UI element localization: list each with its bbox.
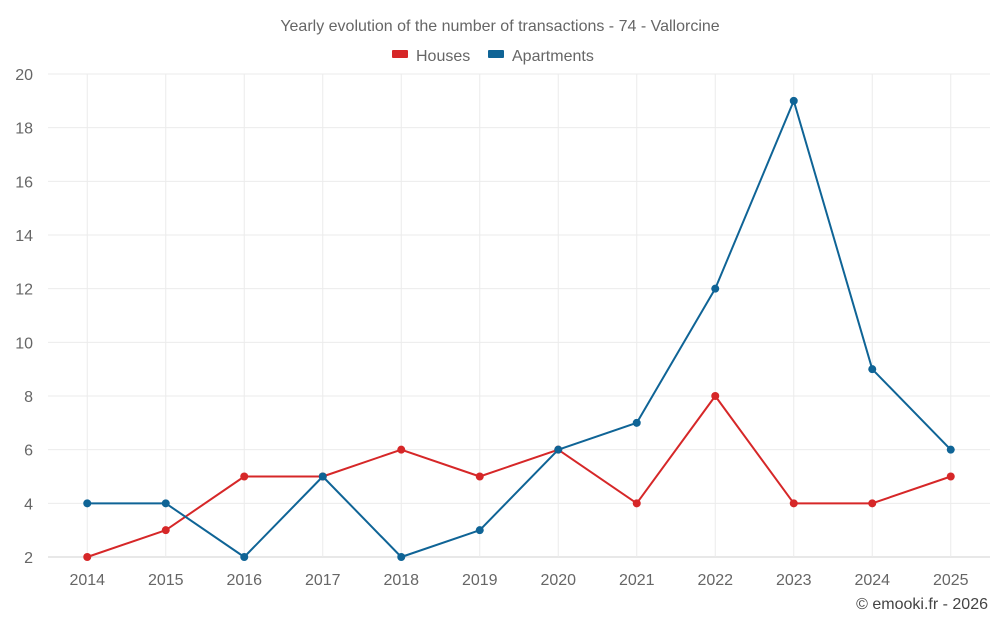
data-point-apartments[interactable] [554, 445, 563, 454]
y-tick-label: 14 [15, 228, 33, 245]
data-point-houses[interactable] [632, 499, 641, 508]
grid [48, 73, 990, 558]
data-point-apartments[interactable] [868, 365, 877, 374]
y-tick-label: 4 [24, 496, 33, 513]
data-point-apartments[interactable] [475, 526, 484, 535]
y-tick-label: 18 [15, 121, 33, 138]
legend-item-apartments[interactable]: Apartments [488, 48, 594, 65]
data-point-apartments[interactable] [789, 96, 798, 105]
y-tick-label: 6 [24, 443, 33, 460]
x-tick-label: 2014 [69, 572, 105, 589]
y-axis: 2 4 6 8 10 12 14 16 18 20 [15, 67, 33, 567]
data-point-houses[interactable] [946, 472, 955, 481]
data-point-houses[interactable] [475, 472, 484, 481]
data-point-houses[interactable] [240, 472, 249, 481]
data-point-apartments[interactable] [240, 553, 249, 561]
y-tick-label: 16 [15, 174, 33, 191]
series-line-apartments [87, 99, 952, 558]
y-tick-label: 8 [24, 389, 33, 406]
legend-swatch-houses [392, 50, 408, 58]
x-tick-label: 2018 [383, 572, 419, 589]
y-tick-label: 20 [15, 67, 33, 84]
data-point-apartments[interactable] [83, 499, 92, 508]
data-point-apartments[interactable] [632, 418, 641, 427]
legend-item-houses[interactable]: Houses [392, 48, 470, 65]
data-point-houses[interactable] [83, 553, 92, 561]
legend-swatch-apartments [488, 50, 504, 58]
legend-label-houses: Houses [416, 48, 470, 65]
x-tick-label: 2022 [697, 572, 733, 589]
x-tick-label: 2019 [462, 572, 498, 589]
series-apartments [83, 96, 955, 561]
x-tick-label: 2024 [854, 572, 890, 589]
data-point-houses[interactable] [711, 392, 720, 400]
y-tick-label: 10 [15, 335, 33, 352]
data-point-apartments[interactable] [711, 284, 720, 293]
data-point-apartments[interactable] [397, 553, 406, 561]
y-tick-label: 12 [15, 282, 33, 299]
series [83, 96, 955, 561]
x-tick-label: 2015 [148, 572, 184, 589]
credit-text: © emooki.fr - 2026 [856, 596, 988, 613]
legend: Houses Apartments [392, 48, 594, 65]
chart-title: Yearly evolution of the number of transa… [280, 18, 719, 35]
series-line-houses [86, 395, 952, 558]
x-tick-label: 2017 [305, 572, 341, 589]
x-tick-label: 2021 [619, 572, 655, 589]
y-tick-label: 2 [24, 550, 33, 567]
x-tick-label: 2016 [226, 572, 262, 589]
x-tick-label: 2020 [540, 572, 576, 589]
legend-label-apartments: Apartments [512, 48, 594, 65]
x-axis: 2014 2015 2016 2017 2018 2019 2020 2021 2022 2023… [69, 572, 968, 589]
x-tick-label: 2025 [933, 572, 969, 589]
data-point-houses[interactable] [161, 526, 170, 535]
data-point-apartments[interactable] [318, 472, 327, 481]
data-point-apartments[interactable] [161, 499, 170, 508]
x-tick-label: 2023 [776, 572, 812, 589]
data-point-houses[interactable] [397, 445, 406, 454]
data-point-apartments[interactable] [946, 445, 955, 454]
data-point-houses[interactable] [868, 499, 877, 508]
data-point-houses[interactable] [789, 499, 798, 508]
